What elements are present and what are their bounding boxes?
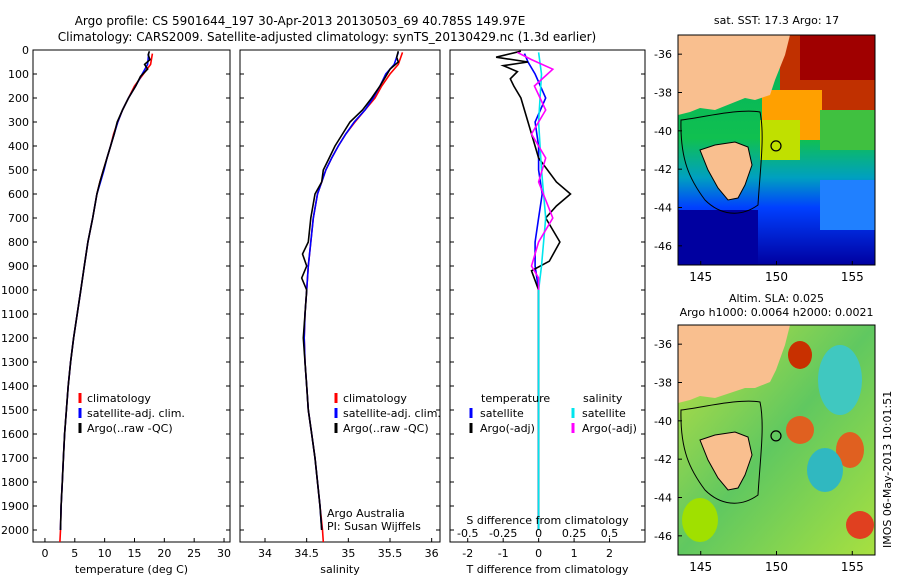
x-axis-label: salinity xyxy=(320,563,360,576)
depth-tick-label: 500 xyxy=(8,164,29,177)
side-stamp: IMOS 06-May-2013 10:01:51 xyxy=(881,391,894,548)
depth-tick-label: 1700 xyxy=(1,452,29,465)
depth-tick-label: 100 xyxy=(8,68,29,81)
depth-tick-label: 800 xyxy=(8,236,29,249)
x-tick-label: 10 xyxy=(98,547,112,560)
depth-tick-label: 1000 xyxy=(1,284,29,297)
x-tick-label: 35 xyxy=(341,547,355,560)
x-tick-label: -1 xyxy=(498,547,509,560)
map-title: Altim. SLA: 0.025 xyxy=(729,292,824,305)
series-line-argo-raw-qc- xyxy=(300,50,400,531)
s-axis-label: S difference from climatology xyxy=(466,514,629,527)
argo-position-marker xyxy=(770,140,782,152)
depth-tick-label: 0 xyxy=(22,44,29,57)
x-axis-label: T difference from climatology xyxy=(466,563,629,576)
map-subtitle: Argo h1000: 0.0064 h2000: 0.0021 xyxy=(680,306,874,319)
legend-label: Argo(..raw -QC) xyxy=(87,422,173,435)
depth-tick-label: 900 xyxy=(8,260,29,273)
temperature-axes xyxy=(32,49,231,543)
legend-label: climatology xyxy=(343,392,407,405)
map-y-tick-label: -38 xyxy=(654,87,672,100)
s-tick-label: 0.25 xyxy=(562,527,587,540)
map-y-tick-label: -44 xyxy=(654,202,672,215)
depth-tick-label: 1500 xyxy=(1,404,29,417)
legend-label: Argo(-adj) xyxy=(582,422,637,435)
x-tick-label: 2 xyxy=(606,547,613,560)
legend-label: satellite-adj. clim. xyxy=(87,407,185,420)
depth-tick-label: 200 xyxy=(8,92,29,105)
x-tick-label: 36 xyxy=(425,547,439,560)
title-line-1: Argo profile: CS 5901644_197 30-Apr-2013… xyxy=(75,14,526,28)
legend-label: satellite-adj. clim. xyxy=(343,407,441,420)
map-x-tick-label: 150 xyxy=(765,270,788,284)
map-y-tick-label: -40 xyxy=(654,415,672,428)
legend-label: Argo(-adj) xyxy=(480,422,535,435)
depth-tick-label: 300 xyxy=(8,116,29,129)
x-tick-label: 0 xyxy=(535,547,542,560)
x-tick-label: 34 xyxy=(258,547,272,560)
x-tick-label: -2 xyxy=(462,547,473,560)
legend-label: Argo(..raw -QC) xyxy=(343,422,429,435)
x-tick-label: 30 xyxy=(217,547,231,560)
depth-tick-label: 1900 xyxy=(1,500,29,513)
depth-tick-label: 1800 xyxy=(1,476,29,489)
depth-tick-label: 1200 xyxy=(1,332,29,345)
s-tick-label: -0.25 xyxy=(489,527,517,540)
credit-annotation: Argo Australia xyxy=(327,507,405,520)
depth-tick-label: 600 xyxy=(8,188,29,201)
map-y-tick-label: -40 xyxy=(654,125,672,138)
x-axis-label: temperature (deg C) xyxy=(75,563,188,576)
map-y-tick-label: -46 xyxy=(654,530,672,543)
x-tick-label: 15 xyxy=(127,547,141,560)
series-line-argo-adj- xyxy=(517,51,555,290)
argo-position-marker-sla xyxy=(770,430,782,442)
map-y-tick-label: -42 xyxy=(654,163,672,176)
series-line-argo-raw-qc- xyxy=(59,50,151,531)
s-tick-label: 0.5 xyxy=(601,527,619,540)
depth-tick-label: 1400 xyxy=(1,380,29,393)
map-y-tick-label: -36 xyxy=(654,338,672,351)
map-y-tick-label: -44 xyxy=(654,492,672,505)
legend-heading-salinity: salinity xyxy=(583,392,623,405)
credit-annotation: PI: Susan Wijffels xyxy=(327,520,421,533)
x-tick-label: 5 xyxy=(71,547,78,560)
legend-heading-temperature: temperature xyxy=(481,392,550,405)
map-y-tick-label: -46 xyxy=(654,240,672,253)
series-line-argo-adj- xyxy=(495,50,572,530)
depth-tick-label: 1300 xyxy=(1,356,29,369)
x-tick-label: 25 xyxy=(187,547,201,560)
x-tick-label: 1 xyxy=(571,547,578,560)
s-tick-label: -0.5 xyxy=(457,527,478,540)
x-tick-label: 0 xyxy=(41,547,48,560)
legend-label: climatology xyxy=(87,392,151,405)
depth-tick-label: 1600 xyxy=(1,428,29,441)
map-x-tick-label: 155 xyxy=(841,560,864,574)
map-y-tick-label: -38 xyxy=(654,377,672,390)
legend-label: satellite xyxy=(582,407,626,420)
sst-map xyxy=(677,34,876,266)
map-y-tick-label: -42 xyxy=(654,453,672,466)
legend-label: satellite xyxy=(480,407,524,420)
salinity-axes xyxy=(239,49,441,543)
title-line-2: Climatology: CARS2009. Satellite-adjuste… xyxy=(58,30,596,44)
difference-axes xyxy=(449,49,646,543)
depth-tick-label: 1100 xyxy=(1,308,29,321)
map-title: sat. SST: 17.3 Argo: 17 xyxy=(714,14,839,27)
map-y-tick-label: -36 xyxy=(654,48,672,61)
x-tick-label: 34.5 xyxy=(294,547,319,560)
map-x-tick-label: 145 xyxy=(689,560,712,574)
map-x-tick-label: 150 xyxy=(765,560,788,574)
x-tick-label: 20 xyxy=(157,547,171,560)
depth-tick-label: 400 xyxy=(8,140,29,153)
map-x-tick-label: 145 xyxy=(689,270,712,284)
depth-tick-label: 700 xyxy=(8,212,29,225)
s-tick-label: 0 xyxy=(535,527,542,540)
x-tick-label: 35.5 xyxy=(378,547,403,560)
depth-tick-label: 2000 xyxy=(1,524,29,537)
sla-map xyxy=(677,324,876,556)
map-x-tick-label: 155 xyxy=(841,270,864,284)
